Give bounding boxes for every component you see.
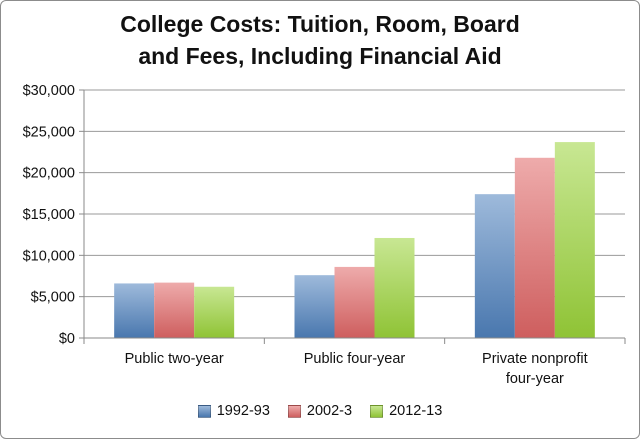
legend-swatch xyxy=(197,404,211,418)
legend-label: 1992-93 xyxy=(216,403,270,419)
x-category-label: Public four-year xyxy=(304,351,406,367)
y-tick-label: $30,000 xyxy=(23,83,75,99)
y-tick-label: $10,000 xyxy=(23,248,75,264)
x-category-label: Private nonprofit xyxy=(482,351,588,367)
bar-2002-3-private-nonprofit-four-year xyxy=(514,157,555,338)
y-tick-label: $25,000 xyxy=(23,124,75,140)
bar-2012-13-private-nonprofit-four-year xyxy=(554,142,595,338)
bar-2002-3-public-two-year xyxy=(154,282,195,338)
y-tick-label: $0 xyxy=(59,331,75,347)
y-tick-label: $20,000 xyxy=(23,166,75,182)
bar-1992-93-private-nonprofit-four-year xyxy=(474,194,515,338)
bar-2012-13-public-two-year xyxy=(194,286,235,338)
chart-title-line-1: College Costs: Tuition, Room, Board xyxy=(120,11,520,37)
chart-legend: 1992-93 2002-3 2012-13 xyxy=(0,403,640,419)
bar-1992-93-public-two-year xyxy=(114,283,155,338)
chart-title: College Costs: Tuition, Room, Board and … xyxy=(0,8,640,72)
legend-swatch xyxy=(370,404,384,418)
legend-item: 2012-13 xyxy=(370,403,442,419)
y-tick-label: $15,000 xyxy=(23,207,75,223)
legend-item: 2002-3 xyxy=(287,403,353,419)
y-tick-label: $5,000 xyxy=(31,290,75,306)
bar-2012-13-public-four-year xyxy=(374,237,415,338)
x-category-label: Public two-year xyxy=(125,351,224,367)
legend-label: 2002-3 xyxy=(306,403,353,419)
legend-swatch xyxy=(287,404,301,418)
chart-title-line-2: and Fees, Including Financial Aid xyxy=(138,43,502,69)
legend-label: 2012-13 xyxy=(389,403,443,419)
legend-item: 1992-93 xyxy=(197,403,270,419)
x-category-label: four-year xyxy=(506,371,564,387)
bar-1992-93-public-four-year xyxy=(294,275,335,338)
bar-2002-3-public-four-year xyxy=(334,266,375,338)
